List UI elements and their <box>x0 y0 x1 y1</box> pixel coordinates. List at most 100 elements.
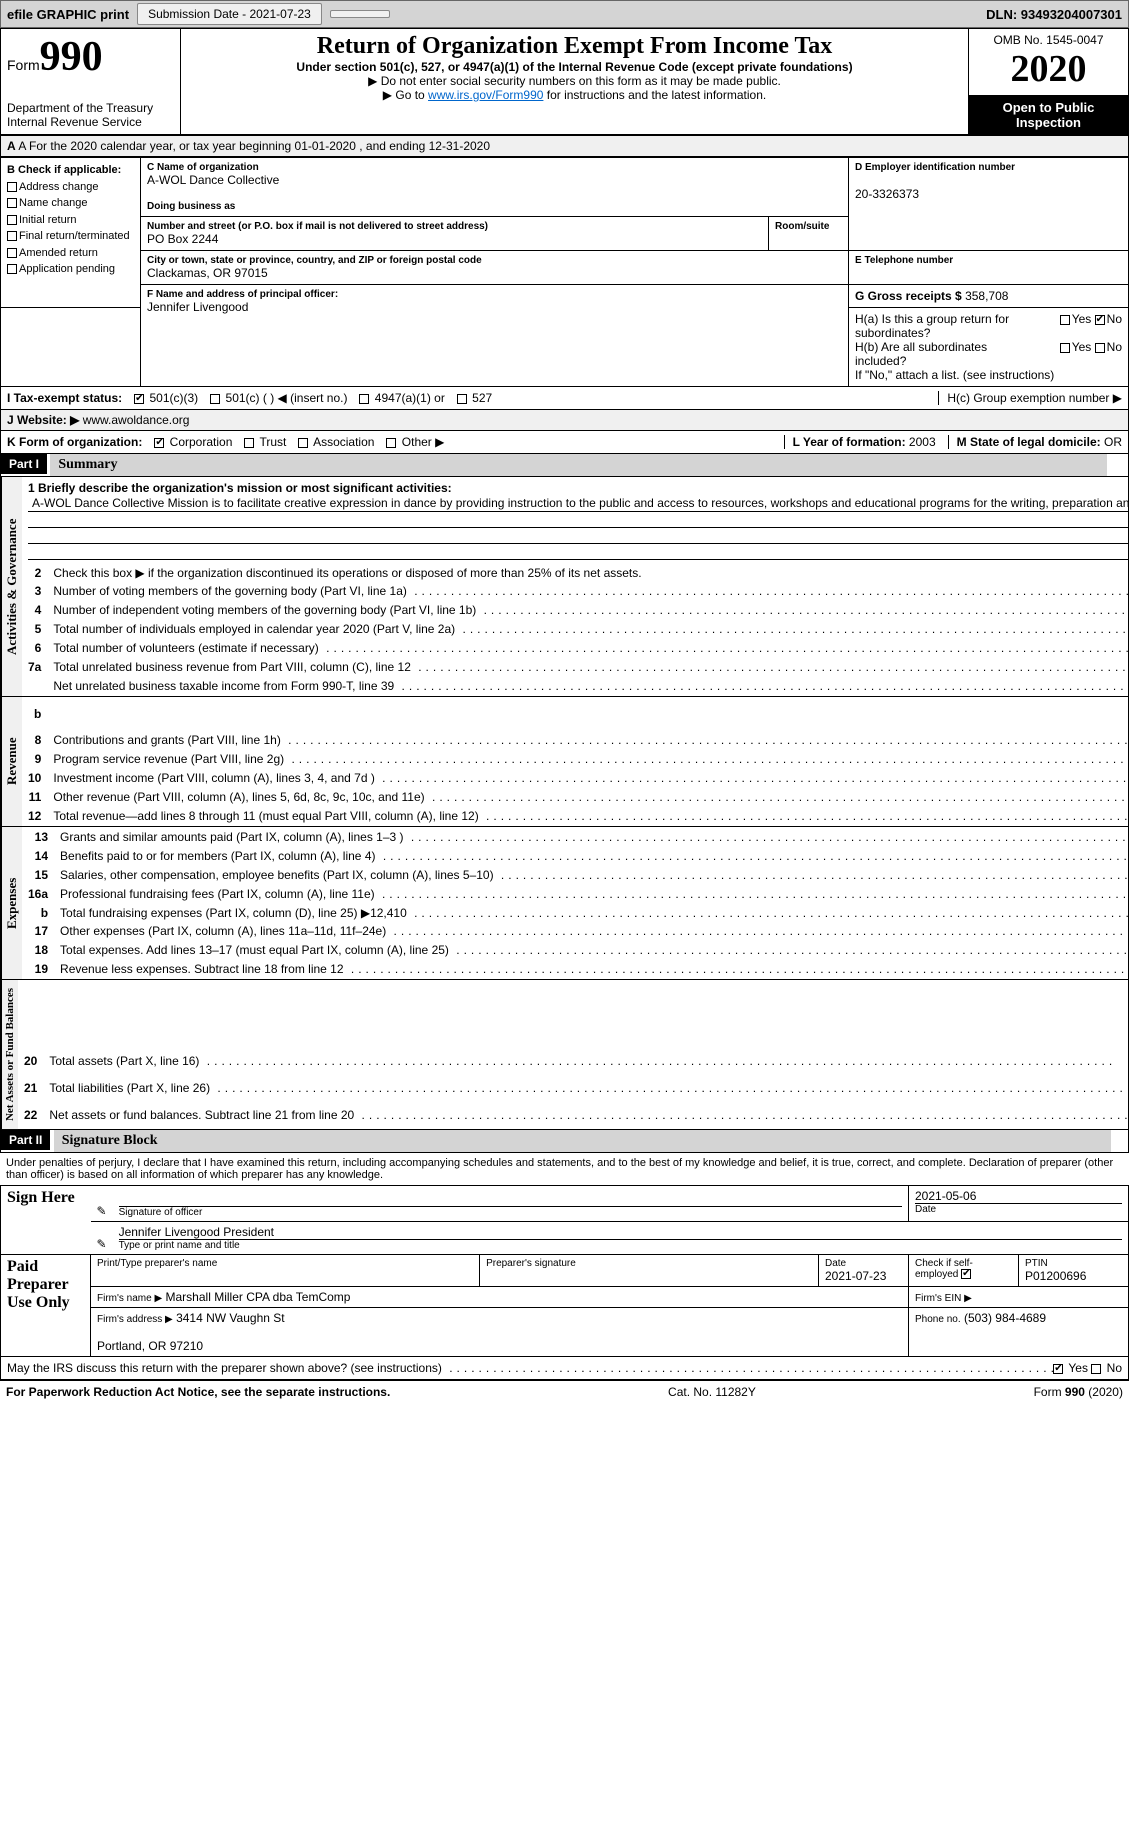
top-bar: efile GRAPHIC print Submission Date - 20… <box>0 0 1129 28</box>
dba-label: Doing business as <box>147 201 842 212</box>
city-label: City or town, state or province, country… <box>147 255 842 266</box>
firm-phone: (503) 984-4689 <box>964 1311 1046 1325</box>
table-row: 21Total liabilities (Part X, line 26)16,… <box>18 1074 1129 1101</box>
table-row: 19Revenue less expenses. Subtract line 1… <box>22 960 1129 979</box>
discuss-label: May the IRS discuss this return with the… <box>7 1361 1053 1375</box>
omb: OMB No. 1545-0047 <box>975 33 1122 47</box>
mission: A-WOL Dance Collective Mission is to fac… <box>28 495 1129 512</box>
sig-date: 2021-05-06 <box>915 1189 1122 1204</box>
chk-app-pending[interactable]: Application pending <box>7 261 134 278</box>
gross-receipts: 358,708 <box>965 289 1008 303</box>
form-title: Return of Organization Exempt From Incom… <box>187 33 962 60</box>
table-row: 12Total revenue—add lines 8 through 11 (… <box>22 807 1129 826</box>
part2-header: Part II <box>1 1130 50 1150</box>
irs-link[interactable]: www.irs.gov/Form990 <box>428 88 543 102</box>
efile-label: efile GRAPHIC print <box>7 7 129 22</box>
org-form-row: K Form of organization: Corporation Trus… <box>0 431 1129 454</box>
date-label: Date <box>915 1204 1122 1215</box>
line2: Check this box ▶ if the organization dis… <box>47 564 1129 582</box>
form-ref: Form 990 (2020) <box>1034 1385 1123 1399</box>
net-label: Net Assets or Fund Balances <box>1 980 18 1129</box>
instruction-2: ▶ Go to www.irs.gov/Form990 for instruct… <box>187 88 962 102</box>
h-no-note: If "No," attach a list. (see instruction… <box>855 368 1122 382</box>
form-word: Form <box>7 57 40 73</box>
type-name-label: Type or print name and title <box>119 1240 1122 1251</box>
netassets-table: Beginning of Current YearEnd of Year 20T… <box>18 980 1129 1129</box>
te-label: I Tax-exempt status: <box>7 391 122 405</box>
table-row: Net unrelated business taxable income fr… <box>22 677 1129 696</box>
table-row: 7aTotal unrelated business revenue from … <box>22 658 1129 677</box>
paid-preparer: Paid Preparer Use Only <box>7 1258 84 1312</box>
table-row: 17Other expenses (Part IX, column (A), l… <box>22 922 1129 941</box>
table-row: bTotal fundraising expenses (Part IX, co… <box>22 904 1129 922</box>
table-row: 8Contributions and grants (Part VIII, li… <box>22 731 1129 750</box>
table-row: 18Total expenses. Add lines 13–17 (must … <box>22 941 1129 960</box>
part1-title: Summary <box>50 454 1107 476</box>
chk-name-change[interactable]: Name change <box>7 195 134 212</box>
org-name: A-WOL Dance Collective <box>147 173 842 187</box>
form-number: 990 <box>40 34 103 80</box>
org-name-label: C Name of organization <box>147 162 842 173</box>
open-inspection: Open to Public Inspection <box>969 96 1129 135</box>
ptin: P01200696 <box>1025 1269 1122 1283</box>
blank-btn[interactable] <box>330 10 390 18</box>
sign-here: Sign Here <box>7 1189 85 1207</box>
table-row: 11Other revenue (Part VIII, column (A), … <box>22 788 1129 807</box>
k-label: K Form of organization: <box>7 435 142 449</box>
signature-table: Sign Here ✎ Signature of officer 2021-05… <box>0 1185 1129 1357</box>
table-row: 9Program service revenue (Part VIII, lin… <box>22 750 1129 769</box>
rev-label: Revenue <box>1 697 22 826</box>
hb-label: H(b) Are all subordinates included? <box>855 340 1015 368</box>
table-row: 10Investment income (Part VIII, column (… <box>22 769 1129 788</box>
street: PO Box 2244 <box>147 232 762 246</box>
ha-label: H(a) Is this a group return for subordin… <box>855 312 1015 340</box>
dln: DLN: 93493204007301 <box>986 7 1122 22</box>
pen-icon: ✎ <box>97 1237 107 1251</box>
form-subtitle: Under section 501(c), 527, or 4947(a)(1)… <box>187 60 962 74</box>
chk-final-return[interactable]: Final return/terminated <box>7 228 134 245</box>
table-row: 3Number of voting members of the governi… <box>22 582 1129 601</box>
table-row: 20Total assets (Part X, line 16)94,41022… <box>18 1047 1129 1074</box>
table-row: 15Salaries, other compensation, employee… <box>22 866 1129 885</box>
room-label: Room/suite <box>775 221 842 232</box>
pra: For Paperwork Reduction Act Notice, see … <box>6 1385 390 1399</box>
section-a: A A For the 2020 calendar year, or tax y… <box>0 135 1129 157</box>
dept: Department of the Treasury Internal Reve… <box>7 101 174 129</box>
part2-title: Signature Block <box>54 1130 1111 1152</box>
entity-block: B Check if applicable: Address change Na… <box>0 157 1129 387</box>
declaration: Under penalties of perjury, I declare th… <box>0 1153 1129 1185</box>
ein-label: D Employer identification number <box>855 162 1122 173</box>
table-row: 13Grants and similar amounts paid (Part … <box>22 828 1129 847</box>
table-row: 4Number of independent voting members of… <box>22 601 1129 620</box>
phone-label: E Telephone number <box>855 255 1122 266</box>
tax-year: 2020 <box>975 47 1122 91</box>
chk-address-change[interactable]: Address change <box>7 179 134 196</box>
ein: 20-3326373 <box>855 187 1122 201</box>
table-row: 6Total number of volunteers (estimate if… <box>22 639 1129 658</box>
instruction-1: ▶ Do not enter social security numbers o… <box>187 74 962 88</box>
table-row: 5Total number of individuals employed in… <box>22 620 1129 639</box>
table-row: 16aProfessional fundraising fees (Part I… <box>22 885 1129 904</box>
table-row: 14Benefits paid to or for members (Part … <box>22 847 1129 866</box>
part1-header: Part I <box>1 454 47 474</box>
block-b-label: B Check if applicable: <box>7 164 121 176</box>
exp-label: Expenses <box>1 827 22 979</box>
city: Clackamas, OR 97015 <box>147 266 842 280</box>
submission-date-btn[interactable]: Submission Date - 2021-07-23 <box>137 3 322 25</box>
line1-label: 1 Briefly describe the organization's mi… <box>28 481 452 495</box>
expenses-table: 13Grants and similar amounts paid (Part … <box>22 827 1129 979</box>
chk-amended[interactable]: Amended return <box>7 245 134 262</box>
street-label: Number and street (or P.O. box if mail i… <box>147 221 762 232</box>
sig-officer-label: Signature of officer <box>119 1207 902 1218</box>
governance-table: 2Check this box ▶ if the organization di… <box>22 564 1129 696</box>
footer: For Paperwork Reduction Act Notice, see … <box>0 1380 1129 1403</box>
table-row: 22Net assets or fund balances. Subtract … <box>18 1101 1129 1128</box>
firm-name: Marshall Miller CPA dba TemComp <box>166 1290 351 1304</box>
cat-no: Cat. No. 11282Y <box>668 1385 756 1399</box>
form-header: Form990 Department of the Treasury Inter… <box>0 28 1129 135</box>
hc-label: H(c) Group exemption number ▶ <box>938 391 1122 405</box>
revenue-table: bPrior YearCurrent Year 8Contributions a… <box>22 697 1129 826</box>
gross-receipts-label: G Gross receipts $ <box>855 289 962 303</box>
officer: Jennifer Livengood <box>147 300 842 314</box>
chk-initial-return[interactable]: Initial return <box>7 212 134 229</box>
